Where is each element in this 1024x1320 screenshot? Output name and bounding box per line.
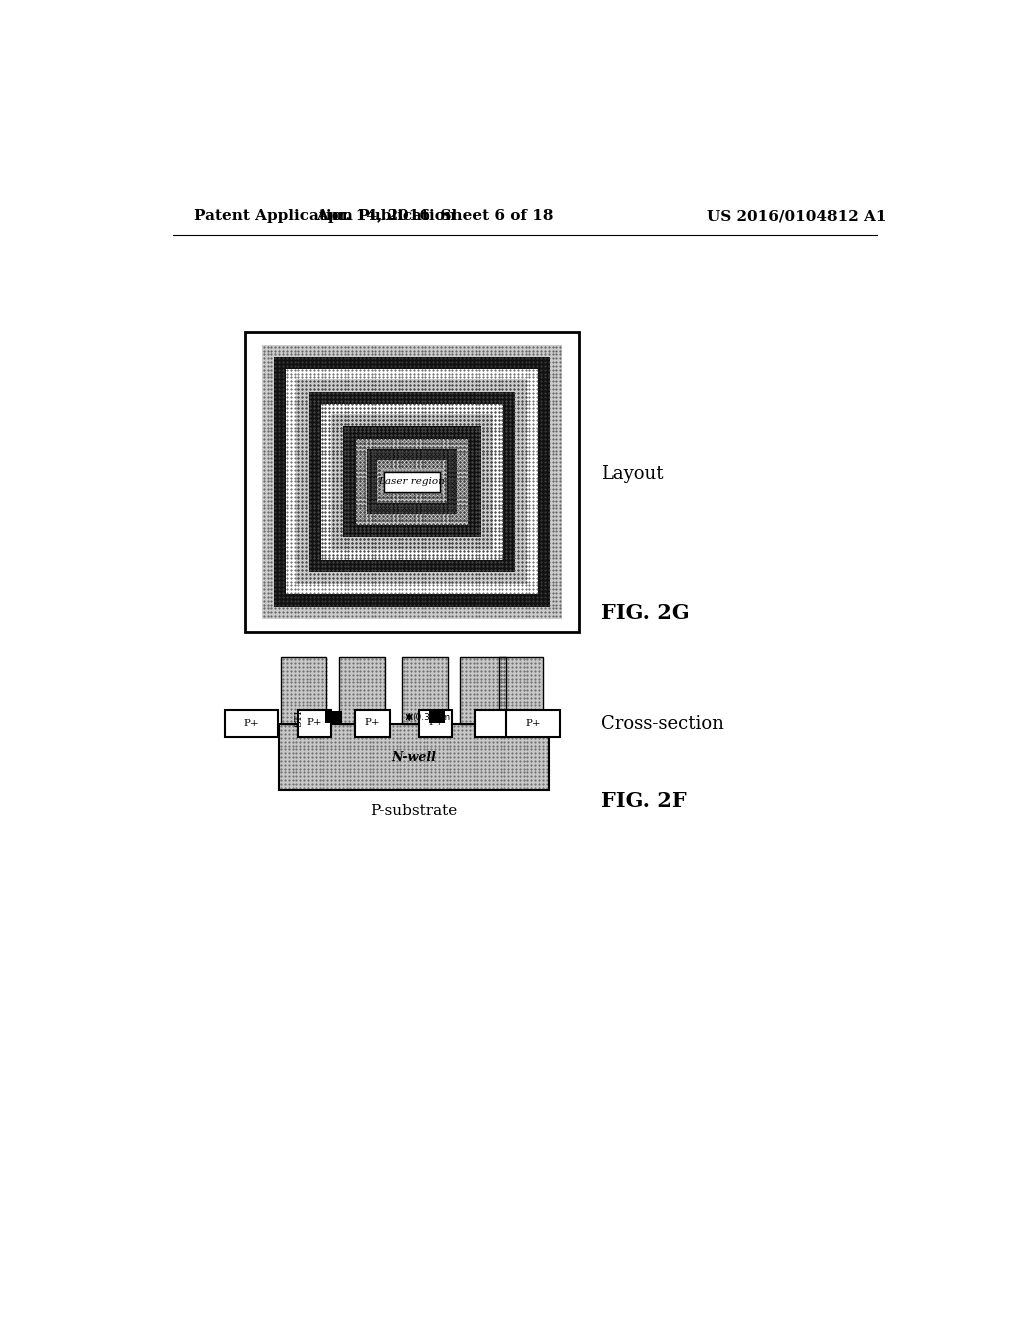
Bar xyxy=(499,657,543,725)
Bar xyxy=(224,710,279,738)
Bar xyxy=(280,725,549,789)
Text: (0.35μm): (0.35μm) xyxy=(413,713,454,722)
Bar xyxy=(429,711,445,723)
Bar xyxy=(419,710,453,738)
Text: Cross-section: Cross-section xyxy=(601,714,724,733)
Text: P-substrate: P-substrate xyxy=(371,804,458,818)
Bar xyxy=(282,657,326,725)
Text: STI: STI xyxy=(294,710,303,727)
Text: US 2016/0104812 A1: US 2016/0104812 A1 xyxy=(707,209,886,223)
Bar xyxy=(339,657,385,725)
Bar xyxy=(355,438,468,525)
Text: P+: P+ xyxy=(365,718,380,726)
Bar xyxy=(499,657,543,725)
Text: FIG. 2G: FIG. 2G xyxy=(601,603,689,623)
Bar xyxy=(401,657,447,725)
Bar xyxy=(298,710,331,738)
Bar xyxy=(460,657,506,725)
Text: Patent Application Publication: Patent Application Publication xyxy=(194,209,456,223)
Bar xyxy=(325,711,342,723)
Bar xyxy=(354,710,390,738)
Bar xyxy=(331,414,493,549)
Bar xyxy=(460,657,506,725)
Bar xyxy=(282,657,326,725)
Bar xyxy=(280,725,549,789)
Text: P+: P+ xyxy=(428,718,444,726)
Bar xyxy=(343,426,480,537)
Bar xyxy=(309,392,515,572)
Text: FIG. 2F: FIG. 2F xyxy=(601,792,687,812)
Bar xyxy=(384,471,440,492)
Bar xyxy=(367,449,458,513)
Bar xyxy=(287,370,538,594)
Bar xyxy=(401,657,447,725)
Bar xyxy=(322,404,503,560)
Bar xyxy=(506,710,560,738)
Bar xyxy=(274,358,550,607)
Bar xyxy=(262,345,562,619)
Text: P+: P+ xyxy=(244,719,259,729)
Bar xyxy=(378,461,446,503)
Bar xyxy=(245,331,580,632)
Text: Layout: Layout xyxy=(601,465,664,483)
Bar xyxy=(475,710,509,738)
Text: P+: P+ xyxy=(525,719,541,729)
Text: Laser region: Laser region xyxy=(379,478,445,486)
Bar xyxy=(381,470,442,494)
Text: P+: P+ xyxy=(307,718,323,726)
Bar xyxy=(297,379,527,585)
Text: N-well: N-well xyxy=(391,751,436,763)
Bar xyxy=(339,657,385,725)
Text: Apr. 14, 2016  Sheet 6 of 18: Apr. 14, 2016 Sheet 6 of 18 xyxy=(316,209,553,223)
